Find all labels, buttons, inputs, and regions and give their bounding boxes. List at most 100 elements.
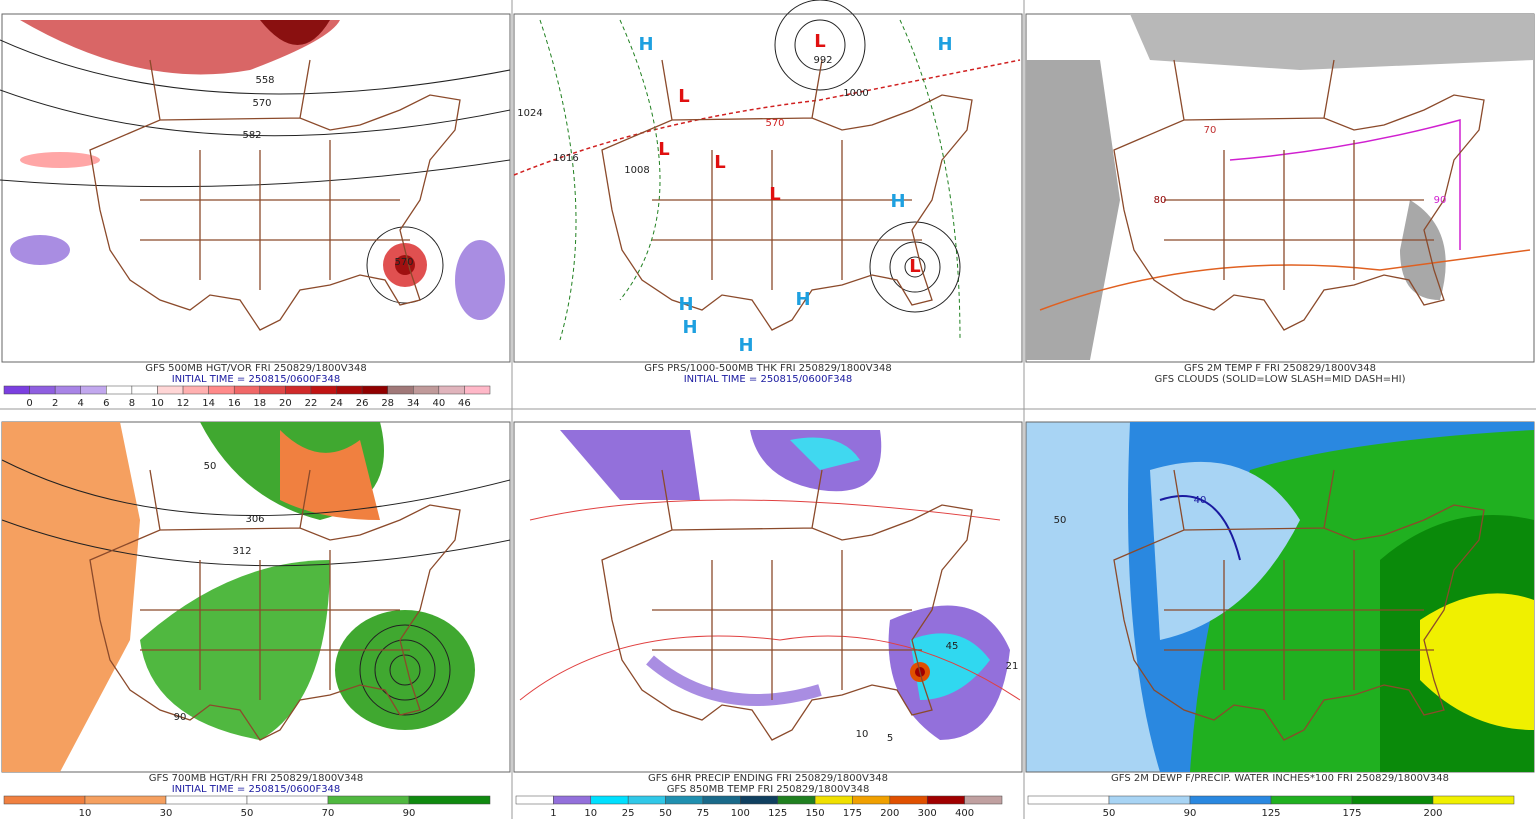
contour-label: 992 — [813, 55, 832, 66]
caption: GFS PRS/1000-500MB THK FRI 250829/1800V3… — [644, 363, 891, 374]
colorbar-swatch — [777, 795, 816, 805]
contour-label: 40 — [1194, 495, 1207, 506]
colorbar-swatch — [3, 795, 86, 805]
colorbar-label: 22 — [305, 398, 318, 409]
colorbar-swatch — [627, 795, 666, 805]
colorbar-label: 75 — [697, 808, 710, 819]
colorbar-label: 90 — [403, 808, 416, 819]
colorbar-label: 175 — [843, 808, 862, 819]
pressure-center: L — [714, 152, 725, 173]
contour-label: 45 — [946, 641, 959, 652]
caption: GFS 2M TEMP F FRI 250829/1800V348 — [1184, 363, 1376, 374]
colorbar-label: 26 — [356, 398, 369, 409]
colorbar-swatch — [84, 795, 167, 805]
colorbar-swatch — [310, 385, 337, 395]
pressure-center: H — [682, 317, 697, 338]
contour-label: 582 — [242, 130, 261, 141]
colorbar-label: 34 — [407, 398, 420, 409]
colorbar-label: 50 — [659, 808, 672, 819]
caption: GFS CLOUDS (SOLID=LOW SLASH=MID DASH=HI) — [1154, 374, 1405, 385]
pressure-center: H — [638, 34, 653, 55]
caption: INITIAL TIME = 250815/0600F348 — [172, 784, 341, 795]
contour-label: 306 — [245, 514, 264, 525]
colorbar-swatch — [1189, 795, 1272, 805]
colorbar-label: 50 — [241, 808, 254, 819]
colorbar-swatch — [1351, 795, 1434, 805]
colorbar-swatch — [926, 795, 965, 805]
colorbar-label: 6 — [103, 398, 109, 409]
contour-label: 1008 — [624, 165, 649, 176]
colorbar-swatch — [106, 385, 133, 395]
colorbar-label: 300 — [918, 808, 937, 819]
colorbar-label: 10 — [584, 808, 597, 819]
colorbar-label: 70 — [322, 808, 335, 819]
colorbar-swatch — [515, 795, 554, 805]
contour-label: 10 — [856, 729, 869, 740]
colorbar-swatch — [740, 795, 778, 805]
colorbar-swatch — [852, 795, 891, 805]
contour-label: 1000 — [843, 88, 868, 99]
colorbar-swatch — [285, 385, 312, 395]
colorbar-label: 0 — [26, 398, 32, 409]
contour-label: 312 — [232, 546, 251, 557]
colorbar-swatch — [131, 385, 158, 395]
colorbar-swatch — [157, 385, 184, 395]
pressure-center: L — [678, 86, 689, 107]
colorbar-swatch — [702, 795, 741, 805]
colorbar-label: 175 — [1342, 808, 1361, 819]
colorbar-swatch — [1108, 795, 1191, 805]
map-pressure — [513, 0, 1023, 363]
pressure-center: H — [678, 294, 693, 315]
colorbar-swatch — [80, 385, 107, 395]
colorbar-label: 100 — [731, 808, 750, 819]
colorbar-label: 200 — [880, 808, 899, 819]
colorbar-label: 4 — [78, 398, 84, 409]
pressure-center: H — [890, 191, 905, 212]
colorbar-swatch — [233, 385, 261, 395]
colorbar-label: 30 — [160, 808, 173, 819]
colorbar-label: 25 — [622, 808, 635, 819]
colorbar-label: 8 — [129, 398, 135, 409]
colorbar-swatch — [29, 385, 56, 395]
colorbar-swatch — [182, 385, 209, 395]
contour-label: 70 — [1204, 125, 1217, 136]
colorbar-label: 2 — [52, 398, 58, 409]
map-temperature — [1025, 13, 1535, 363]
contour-label: 90 — [174, 712, 187, 723]
colorbar-label: 50 — [1103, 808, 1116, 819]
colorbar-label: 46 — [458, 398, 471, 409]
colorbar-swatch — [1432, 795, 1515, 805]
pressure-center: H — [937, 34, 952, 55]
pressure-center: L — [814, 31, 825, 52]
colorbar-swatch — [327, 795, 410, 805]
caption: INITIAL TIME = 250815/0600F348 — [684, 374, 853, 385]
caption: GFS 500MB HGT/VOR FRI 250829/1800V348 — [145, 363, 366, 374]
colorbar-label: 40 — [432, 398, 445, 409]
map-precip — [513, 421, 1023, 773]
caption: GFS 2M DEWP F/PRECIP. WATER INCHES*100 F… — [1111, 773, 1449, 784]
colorbar-swatch — [3, 385, 30, 395]
colorbar-swatch — [1270, 795, 1353, 805]
colorbar-label: 1 — [550, 808, 556, 819]
colorbar-label: 10 — [79, 808, 92, 819]
colorbar-swatch — [553, 795, 592, 805]
caption: GFS 850MB TEMP FRI 250829/1800V348 — [667, 784, 870, 795]
contour-label: 21 — [1006, 661, 1019, 672]
colorbar-label: 12 — [177, 398, 190, 409]
colorbar-label: 400 — [955, 808, 974, 819]
pressure-center: H — [795, 289, 810, 310]
colorbar-swatch — [464, 385, 491, 395]
colorbar-swatch — [246, 795, 329, 805]
colorbar-swatch — [413, 385, 440, 395]
contour-label: 5 — [887, 733, 893, 744]
caption: INITIAL TIME = 250815/0600F348 — [172, 374, 341, 385]
caption: GFS 700MB HGT/RH FRI 250829/1800V348 — [149, 773, 363, 784]
contour-label: 570 — [765, 118, 784, 129]
colorbar-swatch — [665, 795, 704, 805]
colorbar-swatch — [387, 385, 414, 395]
colorbar-label: 150 — [806, 808, 825, 819]
contour-label: 1024 — [517, 108, 542, 119]
colorbar-label: 200 — [1423, 808, 1442, 819]
contour-label: 80 — [1154, 195, 1167, 206]
